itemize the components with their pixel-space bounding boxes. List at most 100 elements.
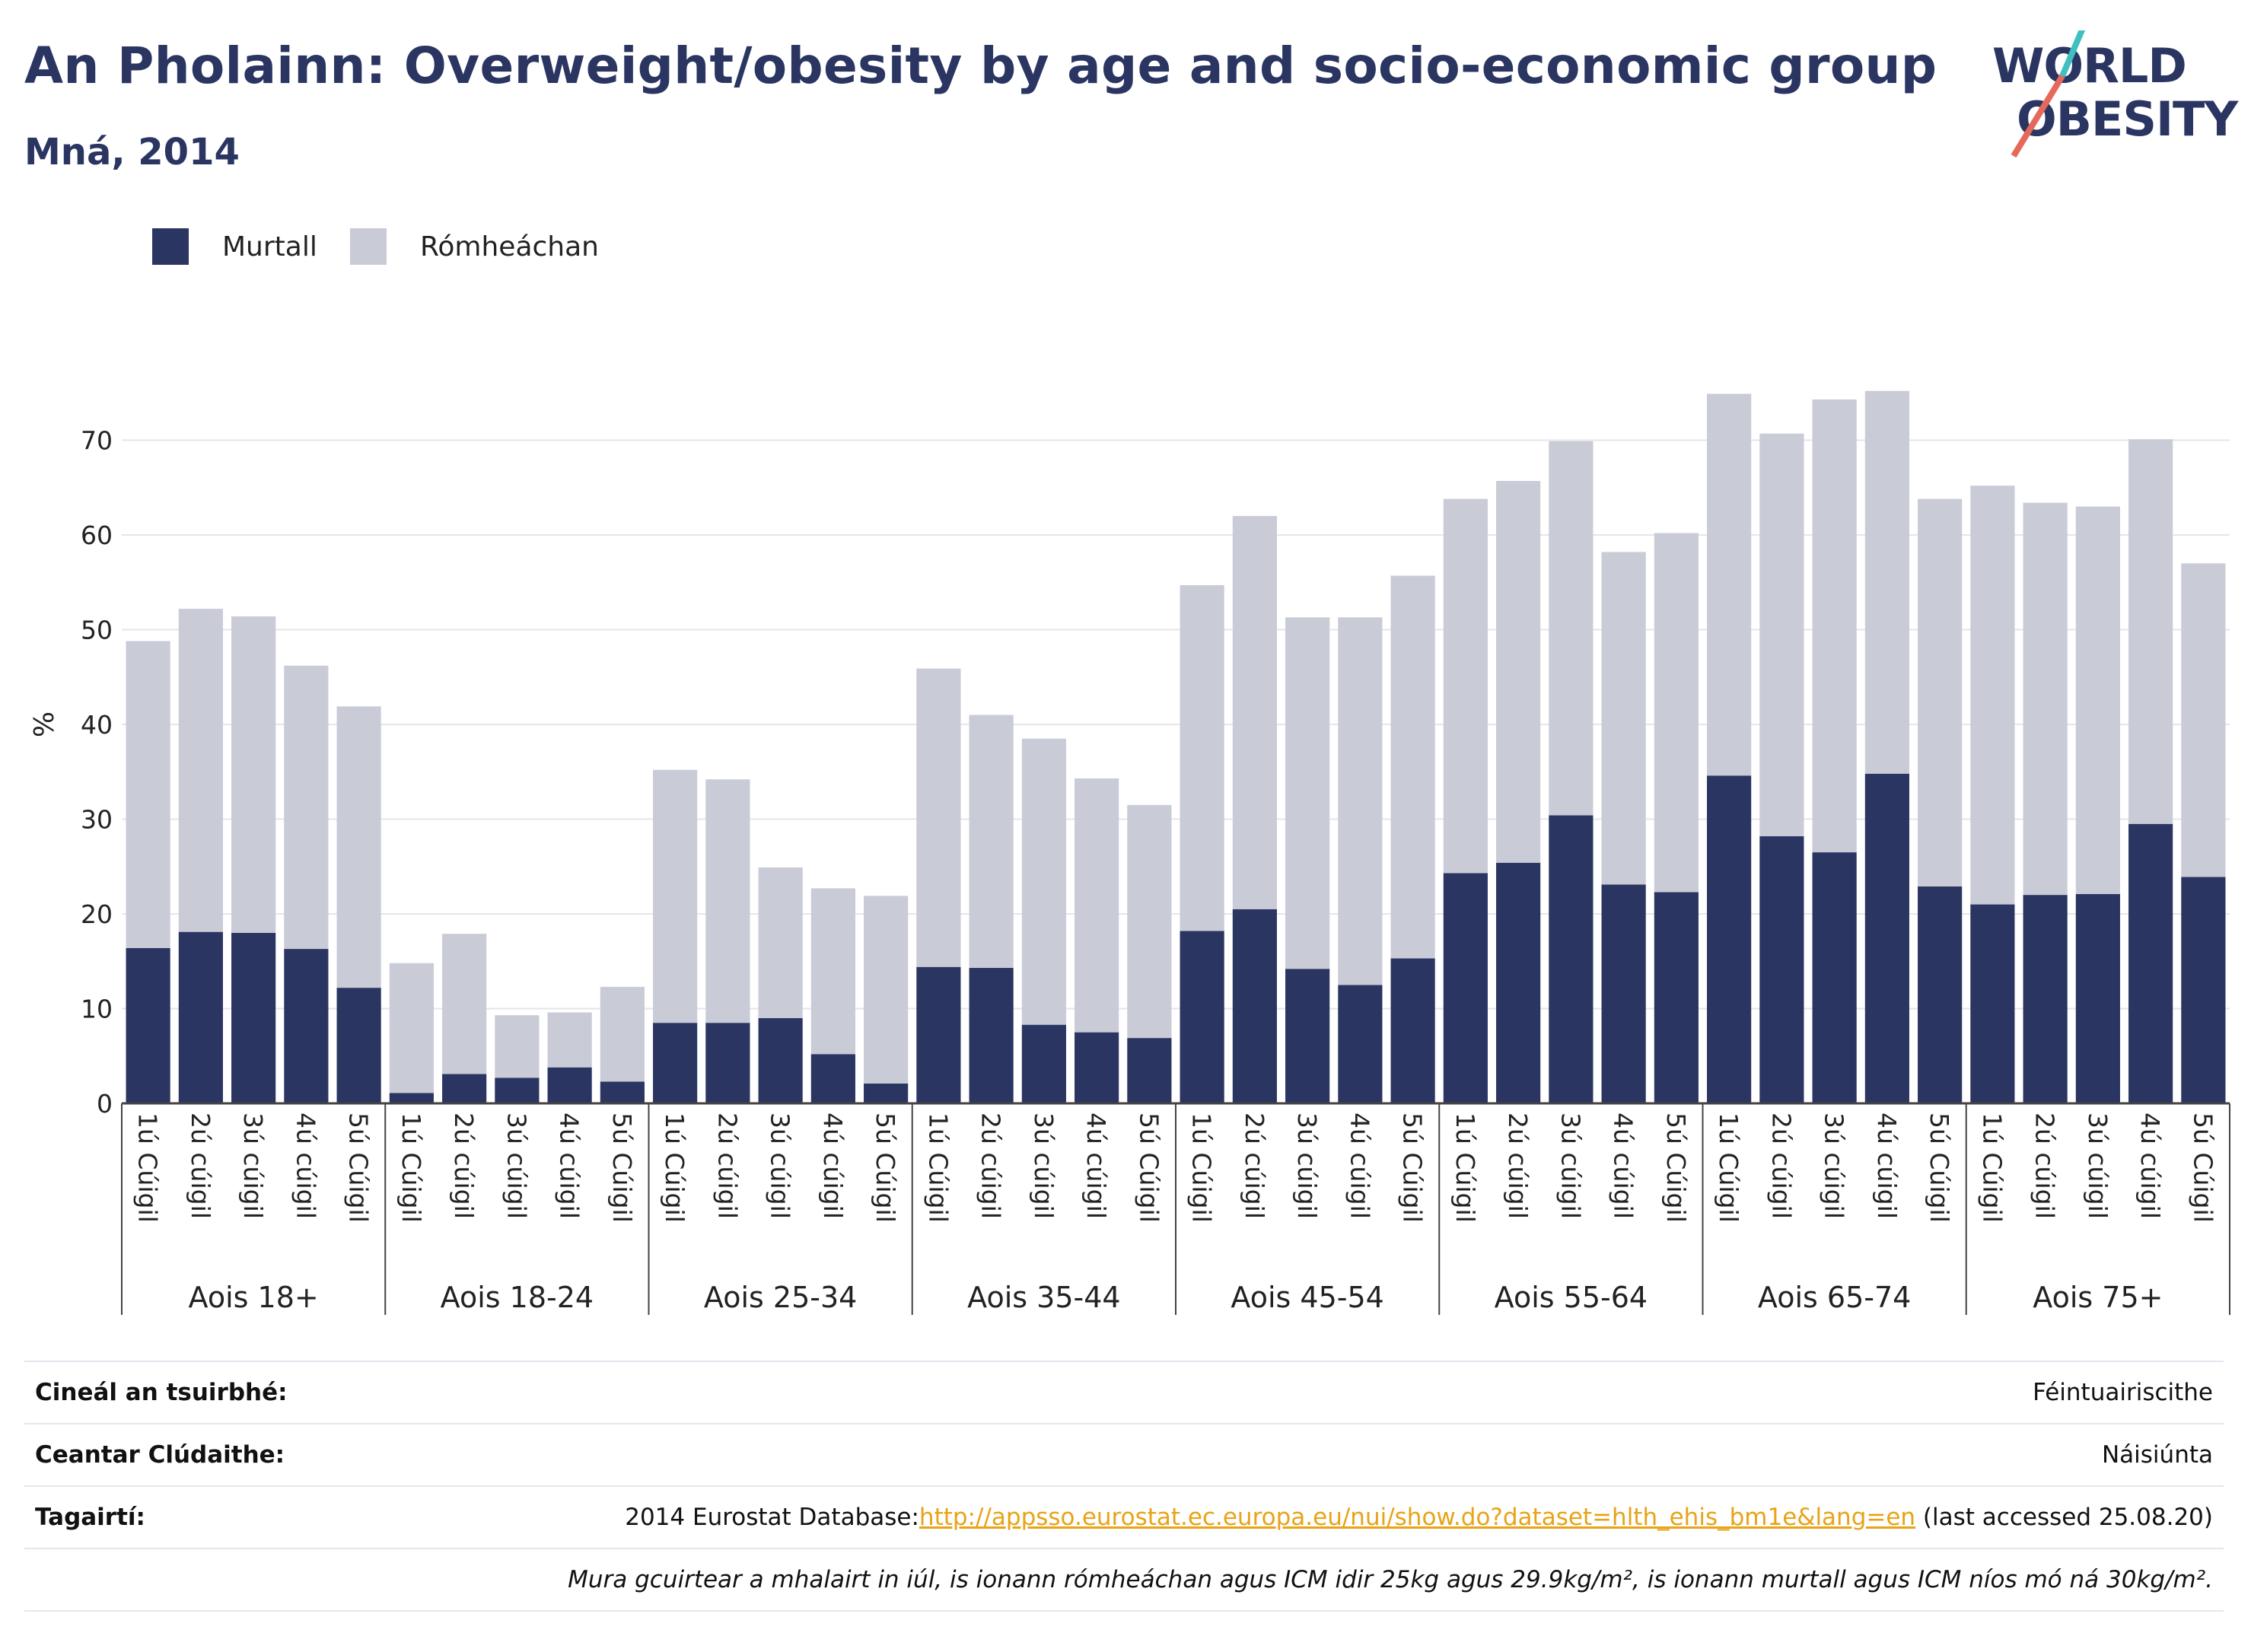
bar-overweight: [864, 896, 909, 1084]
bar-overweight: [1549, 441, 1594, 816]
logo-word-world: WORLD: [1992, 38, 2187, 94]
bar-obese: [336, 988, 381, 1103]
y-tick-label: 0: [97, 1089, 113, 1119]
bar-overweight: [705, 779, 750, 1023]
x-tick-label: 5ú Cúigil: [1661, 1112, 1691, 1223]
x-tick-label: 5ú Cúigil: [2188, 1112, 2218, 1223]
x-tick-label: 1ú Cúigil: [133, 1112, 163, 1223]
bar-overweight: [2023, 502, 2068, 896]
reference-link[interactable]: http://appsso.eurostat.ec.europa.eu/nui/…: [919, 1504, 1916, 1531]
bar-overweight: [2128, 439, 2173, 824]
bar-obese: [547, 1067, 592, 1103]
group-label: Aois 75+: [2033, 1281, 2163, 1314]
bar-obese: [2128, 823, 2173, 1103]
x-tick-label: 3ú cúigil: [238, 1112, 268, 1219]
legend-label-obese: Murtall: [222, 231, 317, 263]
bar-overweight: [758, 867, 803, 1018]
y-axis-label: %: [29, 711, 60, 737]
x-tick-label: 1ú Cúigil: [1187, 1112, 1217, 1223]
bar-overweight: [389, 963, 434, 1093]
bar-obese: [1601, 884, 1646, 1103]
x-tick-label: 3ú cúigil: [1555, 1112, 1585, 1219]
x-tick-label: 3ú cúigil: [1820, 1112, 1849, 1219]
footer-label-coverage: Ceantar Clúdaithe:: [35, 1441, 285, 1469]
bar-overweight: [1443, 498, 1488, 874]
bar-obese: [126, 947, 170, 1103]
footer-divider: [24, 1610, 2224, 1612]
x-tick-label: 5ú Cúigil: [1925, 1112, 1954, 1223]
bar-overweight: [1707, 393, 1752, 776]
footer-value-coverage: Náisiúnta: [2101, 1441, 2213, 1469]
bar-overweight: [1970, 485, 2015, 905]
chart-subtitle: Mná, 2014: [24, 131, 240, 173]
x-tick-label: 2ú cúigil: [712, 1112, 742, 1219]
legend-item-overweight: Rómheáchan: [350, 225, 599, 268]
bar-overweight: [1075, 778, 1119, 1033]
x-tick-label: 3ú cúigil: [501, 1112, 531, 1219]
bar-obese: [2075, 893, 2120, 1103]
bar-obese: [1127, 1038, 1172, 1103]
bar-overweight: [1864, 390, 1909, 774]
x-tick-label: 2ú cúigil: [2030, 1112, 2060, 1219]
x-tick-label: 4ú cúigil: [2135, 1112, 2165, 1219]
group-label: Aois 18-24: [441, 1281, 594, 1314]
chart-title: An Pholainn: Overweight/obesity by age a…: [24, 37, 1937, 95]
bar-overweight: [1338, 617, 1383, 985]
y-tick-label: 70: [81, 426, 113, 456]
reference-prefix: 2014 Eurostat Database:: [625, 1504, 919, 1531]
bar-overweight: [916, 668, 961, 967]
x-tick-label: 5ú Cúigil: [1398, 1112, 1428, 1223]
x-tick-label: 5ú Cúigil: [344, 1112, 374, 1223]
x-tick-label: 5ú Cúigil: [871, 1112, 900, 1223]
logo-word-obesity: OBESITY: [2017, 91, 2238, 147]
bar-overweight: [2075, 506, 2120, 894]
bar-overweight: [1285, 617, 1330, 969]
reference-suffix: (last accessed 25.08.20): [1915, 1504, 2213, 1531]
x-tick-label: 3ú cúigil: [766, 1112, 795, 1219]
bar-overweight: [284, 665, 329, 950]
logo-slash-icon: [2011, 30, 2086, 158]
x-tick-label: 1ú Cúigil: [660, 1112, 689, 1223]
world-obesity-logo: WORLD OBESITY: [1986, 30, 2238, 160]
group-label: Aois 18+: [189, 1281, 319, 1314]
x-tick-label: 2ú cúigil: [449, 1112, 479, 1219]
y-tick-label: 60: [81, 520, 113, 550]
bar-obese: [495, 1077, 540, 1103]
legend-label-overweight: Rómheáchan: [420, 231, 600, 263]
bar-obese: [1864, 773, 1909, 1103]
bar-obese: [1549, 815, 1594, 1103]
y-tick-label: 30: [81, 805, 113, 835]
group-label: Aois 25-34: [704, 1281, 857, 1314]
bar-overweight: [442, 934, 487, 1074]
bar-obese: [758, 1017, 803, 1103]
bar-overweight: [1918, 498, 1963, 886]
legend-swatch-obese: [152, 228, 189, 265]
legend-item-obese: Murtall: [152, 225, 317, 268]
bar-obese: [864, 1083, 909, 1103]
bar-obese: [1812, 852, 1857, 1103]
bar-obese: [1443, 873, 1488, 1103]
x-tick-label: 1ú Cúigil: [1714, 1112, 1743, 1223]
bar-overweight: [1180, 584, 1224, 931]
bar-overweight: [653, 769, 698, 1023]
x-tick-label: 2ú cúigil: [186, 1112, 215, 1219]
y-tick-label: 20: [81, 899, 113, 929]
bar-obese: [969, 967, 1014, 1103]
footer-row-references: Tagairtí: 2014 Eurostat Database:http://…: [24, 1485, 2224, 1549]
bar-overweight: [810, 888, 855, 1055]
bar-obese: [389, 1093, 434, 1103]
x-tick-label: 1ú Cúigil: [1977, 1112, 2007, 1223]
x-tick-label: 4ú cúigil: [555, 1112, 584, 1219]
bar-obese: [1021, 1024, 1066, 1103]
bar-obese: [1918, 886, 1963, 1103]
stacked-bar-chart: 0 10 20 30 40 50 60 70% 1ú Cúigil 2ú cúigil 3ú cúi…: [29, 390, 2230, 1315]
x-tick-label: 4ú cúigil: [818, 1112, 848, 1219]
bar-obese: [1390, 958, 1435, 1103]
x-tick-label: 3ú cúigil: [1029, 1112, 1059, 1219]
x-tick-label: 4ú cúigil: [291, 1112, 320, 1219]
x-tick-label: 3ú cúigil: [1292, 1112, 1322, 1219]
bar-obese: [1496, 862, 1541, 1103]
footer-note: Mura gcuirtear a mhalairt in iúl, is ion…: [568, 1566, 2213, 1593]
bar-obese: [2181, 877, 2226, 1103]
x-tick-label: 1ú Cúigil: [396, 1112, 426, 1223]
